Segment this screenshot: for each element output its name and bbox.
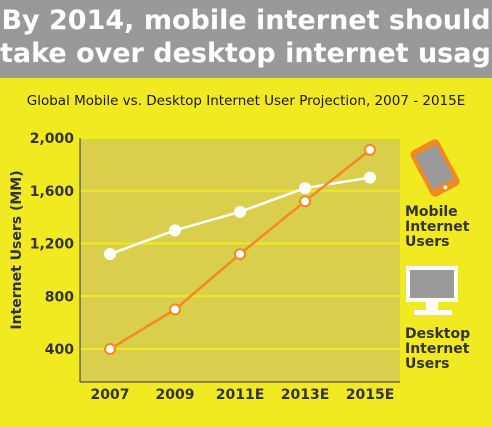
x-tick-label: 2011E [216, 387, 265, 403]
legend-mobile-line: Users [405, 234, 450, 250]
y-axis-label-wrap: Internet Users (MM) [2, 150, 32, 350]
headline-banner [0, 0, 492, 78]
legend-desktop-line: Desktop [405, 326, 471, 342]
desktop-data-point [299, 182, 311, 195]
x-tick-label: 2013E [281, 387, 330, 403]
x-tick-label: 2009 [156, 387, 195, 403]
headline-line-2: take over desktop internet usage [0, 38, 492, 69]
desktop-data-point [104, 248, 116, 261]
x-tick-label: 2015E [346, 387, 395, 403]
x-tick-label: 2007 [91, 387, 130, 403]
legend-desktop: Desktop Internet Users [405, 327, 490, 372]
legend-mobile-line: Internet [405, 219, 470, 235]
desktop-data-point [169, 224, 181, 237]
desktop-data-point [234, 205, 246, 218]
legend-mobile: Mobile Internet Users [405, 205, 490, 250]
y-tick-label: 400 [45, 342, 74, 358]
headline-line-1: By 2014, mobile internet should [1, 5, 491, 36]
mobile-data-point [169, 303, 181, 316]
desktop-data-point [364, 171, 376, 184]
chart-title: Global Mobile vs. Desktop Internet User … [26, 93, 466, 109]
y-tick-label: 1,200 [30, 237, 75, 253]
desktop-monitor-icon [406, 266, 458, 315]
mobile-data-point [234, 248, 246, 261]
y-tick-label: 800 [45, 289, 74, 305]
mobile-data-point [104, 343, 116, 356]
mobile-data-point [299, 195, 311, 208]
y-axis-label: Internet Users (MM) [9, 170, 25, 330]
mobile-data-point [364, 143, 376, 156]
y-tick-label: 2,000 [30, 131, 75, 147]
legend-mobile-line: Mobile [405, 204, 458, 220]
y-tick-label: 1,600 [30, 184, 75, 200]
legend-desktop-line: Internet [405, 341, 470, 357]
legend-desktop-line: Users [405, 356, 450, 372]
mobile-phone-icon [410, 139, 460, 197]
